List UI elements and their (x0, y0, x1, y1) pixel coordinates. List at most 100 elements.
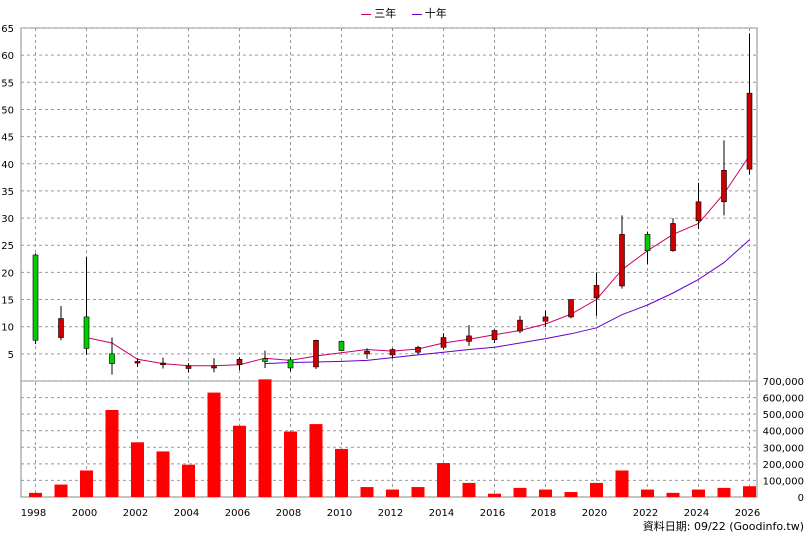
volume-bar (462, 482, 476, 497)
grid-lines (21, 27, 757, 497)
price-tick-label: 40 (1, 160, 14, 171)
x-tick-label: 2002 (123, 508, 148, 519)
candle-body (466, 335, 472, 342)
price-tick-label: 10 (1, 323, 14, 334)
volume-bar (207, 392, 221, 497)
x-tick-label: 2026 (735, 508, 760, 519)
price-tick-label: 50 (1, 105, 14, 116)
candle-body (389, 349, 396, 356)
candle-body (721, 169, 727, 203)
candle-body (211, 365, 217, 369)
volume-bar (513, 487, 527, 497)
x-tick-label: 2014 (429, 508, 454, 519)
candle-body (32, 254, 39, 341)
volume-bar (29, 492, 42, 497)
volume-bar (641, 489, 654, 497)
candle-body (593, 285, 600, 299)
volume-bar (80, 470, 93, 497)
volume-tick-label: 0 (798, 493, 804, 504)
volume-bar (717, 487, 731, 497)
candle-body (262, 358, 268, 362)
candle-body (746, 92, 753, 170)
volume-bar (743, 486, 756, 497)
volume-tick-label: 600,000 (763, 394, 804, 405)
ma-line (264, 239, 750, 365)
volume-tick-label: 700,000 (763, 377, 804, 388)
legend-item-3y: 三年 (361, 5, 396, 21)
volume-bar (105, 410, 119, 497)
volume-tick-label: 500,000 (763, 410, 804, 421)
x-tick-label: 2006 (225, 508, 250, 519)
volume-bar (54, 484, 68, 497)
legend-swatch-3y (361, 13, 372, 15)
candle-body (695, 201, 702, 222)
candle-body (338, 341, 345, 351)
price-tick-label: 5 (8, 350, 14, 361)
legend-label-3y: 三年 (374, 7, 397, 20)
price-tick-label: 55 (1, 78, 14, 89)
volume-bar (386, 489, 399, 497)
candle-body (644, 234, 651, 251)
candle-body (287, 359, 294, 369)
legend-swatch-10y (411, 13, 422, 15)
candle-body (364, 350, 370, 355)
price-tick-label: 65 (1, 24, 14, 35)
volume-bar (156, 451, 170, 497)
candle-body (542, 316, 549, 322)
price-tick-label: 45 (1, 133, 14, 144)
candle-body (415, 347, 421, 353)
price-tick-label: 35 (1, 187, 14, 198)
candle-body (134, 361, 141, 364)
volume-bar (692, 489, 705, 497)
axis-labels: 5 10 15 20 25 30 35 40 45 50 55 60 65 0 100,000 200,000… (1, 24, 804, 519)
volume-bar (309, 424, 323, 497)
candle-body (58, 318, 64, 338)
price-tick-label: 60 (1, 51, 14, 62)
volume-bar (131, 442, 144, 497)
volume-bar (564, 492, 578, 497)
legend-label-10y: 十年 (424, 7, 447, 20)
x-tick-label: 2008 (276, 508, 301, 519)
candlesticks (32, 33, 753, 375)
price-tick-label: 20 (1, 268, 14, 279)
volume-bar (488, 493, 501, 497)
price-tick-label: 25 (1, 241, 14, 252)
candle-body (160, 362, 166, 366)
x-tick-label: 2022 (633, 508, 658, 519)
volume-bar (539, 489, 552, 497)
candle-body (109, 353, 115, 364)
candle-body (440, 337, 447, 348)
candle-body (313, 339, 319, 368)
candle-body (568, 299, 574, 318)
candle-body (670, 223, 676, 251)
source-note: 資料日期: 09/22 (Goodinfo.tw) (642, 520, 804, 533)
x-tick-label: 2004 (174, 508, 199, 519)
moving-average-lines (86, 155, 750, 367)
volume-bar (360, 487, 374, 497)
x-tick-label: 2020 (582, 508, 607, 519)
x-tick-label: 2010 (327, 508, 352, 519)
x-tick-label: 2016 (480, 508, 505, 519)
candle-body (236, 358, 243, 366)
price-panel (20, 27, 758, 382)
volume-bar (437, 463, 450, 497)
volume-bar (284, 431, 297, 497)
price-tick-label: 30 (1, 214, 14, 225)
x-tick-label: 2018 (531, 508, 556, 519)
x-tick-label: 2012 (378, 508, 403, 519)
volume-tick-label: 400,000 (763, 427, 804, 438)
x-tick-label: 1998 (21, 508, 46, 519)
candle-body (517, 319, 523, 332)
candle-body (491, 330, 498, 341)
candle-body (185, 365, 192, 369)
candle-body (619, 234, 625, 287)
ma-line (86, 155, 750, 367)
volume-bar (590, 482, 603, 497)
volume-bar (666, 492, 680, 497)
x-tick-label: 2024 (684, 508, 709, 519)
volume-bar (615, 470, 629, 497)
volume-bar (335, 448, 348, 497)
x-tick-label: 2000 (72, 508, 97, 519)
chart-legend: 三年 十年 (0, 5, 808, 21)
